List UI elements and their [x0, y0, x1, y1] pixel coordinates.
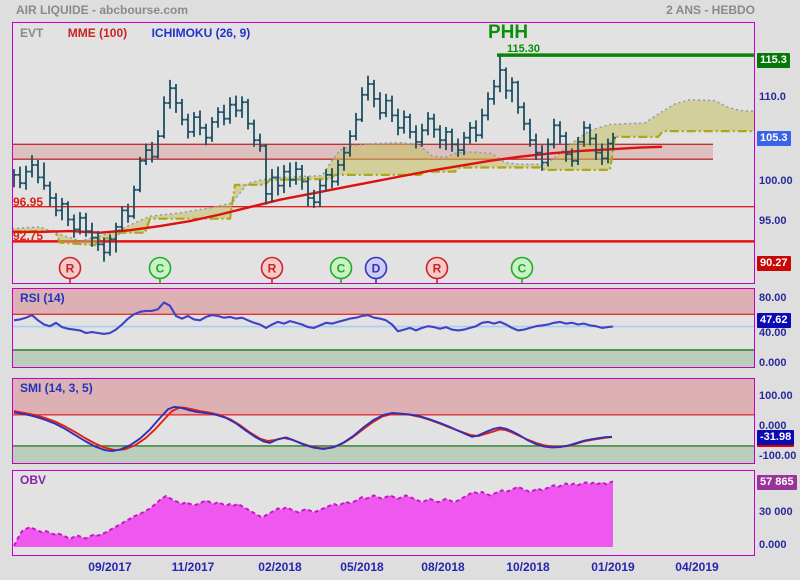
axis-value-box: 90.27	[757, 256, 791, 271]
axis-tick-label: 0.000	[759, 357, 787, 369]
axis-tick-label: 100.00	[759, 390, 793, 402]
axis-tick-label: 0.000	[759, 539, 787, 551]
axis-tick-label: 0.000	[759, 420, 787, 432]
time-axis-label: 04/2019	[675, 560, 719, 574]
time-axis-label: 02/2018	[258, 560, 302, 574]
pattern-annotation-phh: PHH	[488, 22, 529, 43]
axis-tick-label: 30 000	[759, 506, 793, 518]
mme-indicator-label[interactable]: MME (100)	[67, 26, 128, 40]
axis-tick-label: 110.0	[759, 91, 786, 103]
axis-tick-label: -100.00	[759, 450, 797, 462]
rsi-panel	[12, 288, 755, 368]
time-axis-label: 09/2017	[88, 560, 132, 574]
axis-value-box: 105.3	[757, 131, 791, 146]
obv-panel	[12, 470, 755, 556]
evt-indicator-label[interactable]: EVT	[20, 26, 44, 40]
ichimoku-indicator-label[interactable]: ICHIMOKU (26, 9)	[151, 26, 251, 40]
axis-value-box: 115.3	[757, 53, 790, 68]
resistance-price-annotation: 115.30	[507, 43, 541, 55]
axis-tick-label: 40.00	[759, 327, 787, 339]
obv-title: OBV	[20, 473, 47, 487]
axis-value-box: -31.98	[757, 430, 795, 447]
time-axis-label: 10/2018	[506, 560, 550, 574]
indicator-toolbar: EVT MME (100) ICHIMOKU (26, 9)	[20, 24, 270, 42]
axis-tick-label: 95.00	[759, 215, 787, 227]
time-axis-label: 05/2018	[340, 560, 384, 574]
time-axis-label: 11/2017	[171, 560, 215, 574]
axis-value-box: 57 865	[757, 475, 797, 490]
smi-panel	[12, 378, 755, 464]
support-level-label-1: 96.95	[13, 195, 44, 209]
time-axis-label: 08/2018	[421, 560, 465, 574]
axis-tick-label: 80.00	[759, 292, 787, 304]
chart-title: AIR LIQUIDE - abcbourse.com	[16, 3, 189, 17]
support-level-label-2: 92.75	[13, 229, 44, 243]
time-axis-label: 01/2019	[591, 560, 635, 574]
smi-title: SMI (14, 3, 5)	[20, 381, 93, 395]
axis-value-box: 47.62	[757, 313, 791, 328]
rsi-title: RSI (14)	[20, 291, 65, 305]
axis-tick-label: 100.00	[759, 175, 793, 187]
main-price-panel	[12, 22, 755, 284]
timeframe-label: 2 ANS - HEBDO	[666, 3, 755, 17]
